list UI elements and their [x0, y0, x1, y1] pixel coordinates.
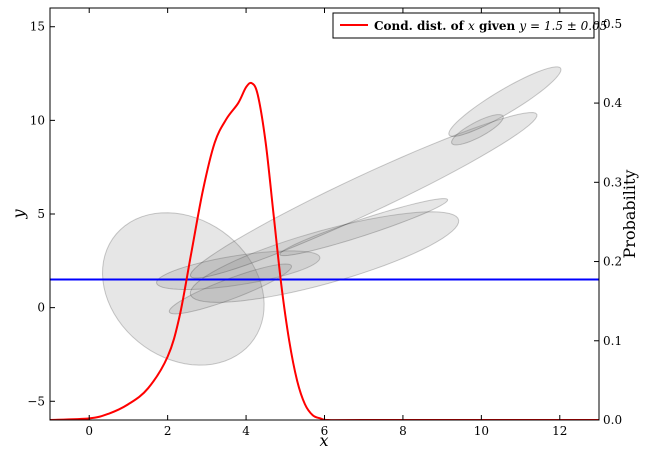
x-tick-label: 10 — [474, 424, 489, 438]
series-line-1 — [50, 81, 599, 420]
ellipse-1 — [102, 212, 265, 366]
x-axis-label: x — [319, 431, 328, 450]
y2-tick-label: 0.3 — [603, 175, 622, 189]
legend-label-cond: y = 1.5 ± 0.05 — [518, 19, 607, 33]
y2-tick-label: 0.2 — [603, 255, 622, 269]
x-tick-label: 0 — [85, 424, 93, 438]
x-axis-ticks: 0 2 4 6 8 10 12 — [85, 8, 567, 438]
legend-label-mid: given — [475, 19, 520, 33]
y-tick-label: 15 — [30, 20, 45, 34]
legend-label-var: x — [468, 19, 475, 33]
covariance-ellipses — [102, 66, 562, 366]
y2-tick-label: 0.0 — [603, 413, 622, 427]
ellipse-7 — [451, 114, 504, 146]
y-tick-label: −5 — [27, 394, 45, 408]
y2-axis-ticks: 0.0 0.1 0.2 0.3 0.4 0.5 — [594, 17, 622, 427]
y2-tick-label: 0.1 — [603, 334, 622, 348]
ellipse-5 — [279, 198, 449, 257]
y-tick-label: 10 — [30, 113, 45, 127]
y2-axis-label: Probability — [620, 170, 639, 259]
x-tick-label: 2 — [164, 424, 172, 438]
y-tick-label: 0 — [37, 301, 45, 315]
y-axis-label: y — [9, 209, 28, 220]
legend-box — [332, 12, 595, 39]
x-tick-label: 12 — [552, 424, 567, 438]
y2-tick-label: 0.5 — [603, 17, 622, 31]
y-axis-ticks: −5 0 5 10 15 — [27, 20, 55, 408]
conditional-distribution — [50, 81, 599, 420]
ellipse-8 — [448, 66, 562, 137]
ellipse-6 — [190, 112, 538, 279]
legend-label-prefix: Cond. dist. of — [374, 19, 468, 33]
x-tick-label: 4 — [242, 424, 250, 438]
x-tick-label: 6 — [321, 424, 329, 438]
y-tick-label: 5 — [37, 207, 45, 221]
x-tick-label: 8 — [399, 424, 407, 438]
ellipse-3 — [168, 263, 293, 315]
legend-label: Cond. dist. of x given y = 1.5 ± 0.05 — [374, 19, 607, 33]
y2-tick-label: 0.4 — [603, 96, 622, 110]
legend: Cond. dist. of x given y = 1.5 ± 0.05 — [332, 12, 607, 39]
